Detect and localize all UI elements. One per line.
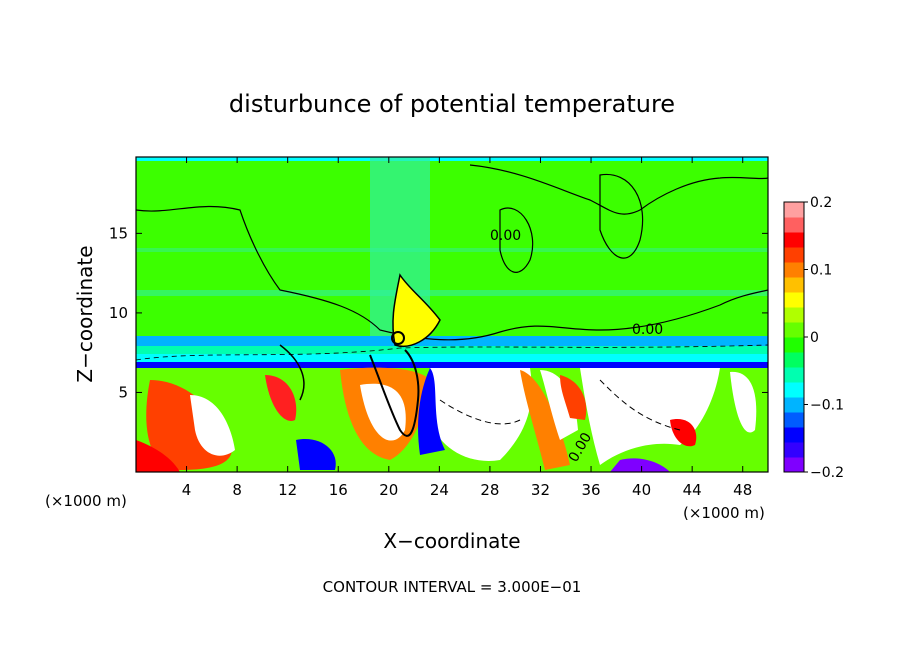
colorbar-swatch bbox=[784, 307, 804, 323]
x-tick-label: 4 bbox=[182, 481, 192, 499]
contour-line-3 bbox=[279, 344, 305, 401]
warm-blob-2 bbox=[265, 375, 297, 421]
contour-line-2 bbox=[469, 164, 768, 215]
colorbar-swatch bbox=[784, 202, 804, 218]
contour-interval-note: CONTOUR INTERVAL = 3.000E−01 bbox=[323, 578, 582, 596]
colorbar-swatch bbox=[784, 367, 804, 383]
cyan-band-2 bbox=[136, 354, 768, 362]
warm-blob-5 bbox=[670, 419, 697, 447]
y-axis-label: Z−coordinate bbox=[73, 245, 97, 382]
colorbar-tick-label: −0.1 bbox=[810, 398, 844, 414]
contour-label-1: 0.00 bbox=[490, 228, 521, 244]
colorbar-swatch bbox=[784, 412, 804, 428]
contour-line-1 bbox=[136, 205, 768, 341]
plot-area: 0.00 0.00 0.00 bbox=[136, 157, 768, 472]
white-blob-3 bbox=[730, 371, 757, 433]
x-unit-left: (×1000 m) bbox=[45, 492, 127, 510]
x-tick-label: 12 bbox=[278, 481, 297, 499]
colorbar bbox=[783, 201, 805, 473]
x-tick-label: 20 bbox=[379, 481, 398, 499]
colorbar-swatch bbox=[784, 292, 804, 308]
x-tick-label: 36 bbox=[581, 481, 600, 499]
blue-band bbox=[136, 336, 768, 346]
white-streak bbox=[540, 370, 578, 440]
colorbar-swatch bbox=[784, 352, 804, 368]
x-tick-label: 32 bbox=[531, 481, 550, 499]
x-tick-label: 40 bbox=[632, 481, 651, 499]
contour-dashed-2 bbox=[599, 379, 681, 431]
contour-loop-1 bbox=[499, 207, 534, 273]
colorbar-swatch bbox=[784, 337, 804, 353]
white-blob-1 bbox=[190, 395, 235, 456]
colorbar-swatch bbox=[784, 247, 804, 263]
plot-frame bbox=[135, 156, 769, 473]
colorbar-swatch bbox=[784, 427, 804, 443]
contour-line-4 bbox=[369, 349, 420, 437]
y-tick-label: 5 bbox=[118, 383, 128, 401]
band-upper-1 bbox=[136, 290, 768, 296]
colorbar-swatch bbox=[784, 277, 804, 293]
warm-streak bbox=[520, 370, 570, 470]
colorbar-swatch bbox=[784, 217, 804, 233]
colorbar-swatch bbox=[784, 232, 804, 248]
contour-dashed-3 bbox=[136, 344, 768, 361]
x-tick-label: 48 bbox=[733, 481, 752, 499]
y-tick-label: 10 bbox=[109, 304, 128, 322]
y-axis: 5 10 15 bbox=[109, 224, 768, 401]
contour-circle bbox=[391, 331, 405, 345]
top-band bbox=[136, 157, 768, 161]
x-axis: 4 8 12 16 20 24 28 32 36 40 44 48 bbox=[182, 157, 752, 499]
colorbar-swatch bbox=[784, 457, 804, 473]
x-unit-right: (×1000 m) bbox=[683, 504, 765, 522]
warm-corner bbox=[136, 440, 180, 472]
x-tick-label: 28 bbox=[480, 481, 499, 499]
colorbar-swatch bbox=[784, 397, 804, 413]
colorbar-tick-label: 0.2 bbox=[810, 195, 832, 211]
colorbar-swatch bbox=[784, 322, 804, 338]
cold-edge-1 bbox=[418, 368, 445, 455]
cold-blob-1 bbox=[296, 439, 336, 470]
cyan-band bbox=[136, 346, 768, 354]
x-tick-label: 44 bbox=[683, 481, 702, 499]
colorbar-swatch bbox=[784, 382, 804, 398]
contour-label-2: 0.00 bbox=[632, 322, 663, 338]
warm-blob-4 bbox=[560, 375, 587, 420]
x-axis-label: X−coordinate bbox=[383, 529, 520, 553]
chart-title: disturbunce of potential temperature bbox=[229, 90, 675, 118]
y-tick-label: 15 bbox=[109, 224, 128, 242]
x-tick-label: 24 bbox=[430, 481, 449, 499]
colorbar-tick-label: 0.1 bbox=[810, 263, 832, 279]
colorbar-tick-label: 0 bbox=[810, 330, 819, 346]
x-tick-label: 8 bbox=[232, 481, 242, 499]
colorbar-swatch bbox=[784, 442, 804, 458]
dark-blue-line bbox=[136, 362, 768, 368]
contour-loop-2 bbox=[599, 173, 644, 259]
contour-dashed-1 bbox=[439, 399, 521, 425]
band-upper-2 bbox=[136, 248, 768, 252]
colorbar-ticks: 0.2 0.1 0 −0.1 −0.2 bbox=[804, 195, 844, 481]
colorbar-swatch bbox=[784, 262, 804, 278]
cold-region-1 bbox=[430, 368, 532, 461]
colorbar-tick-label: −0.2 bbox=[810, 465, 844, 481]
x-tick-label: 16 bbox=[329, 481, 348, 499]
contour-plume bbox=[392, 273, 441, 347]
white-blob-2 bbox=[360, 383, 406, 441]
cold-blob-2 bbox=[610, 458, 670, 472]
